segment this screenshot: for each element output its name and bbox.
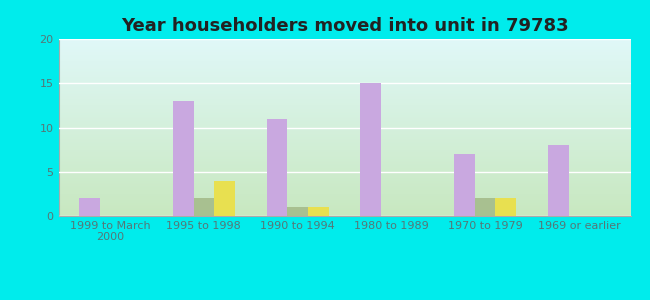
Bar [79, 198, 99, 216]
Bar [361, 83, 381, 216]
Bar [495, 198, 516, 216]
Bar [308, 207, 328, 216]
Bar [173, 101, 194, 216]
Bar [475, 198, 495, 216]
Bar [454, 154, 475, 216]
Bar [266, 118, 287, 216]
Bar [194, 198, 214, 216]
Title: Year householders moved into unit in 79783: Year householders moved into unit in 797… [121, 17, 568, 35]
Bar [548, 145, 569, 216]
Bar [214, 181, 235, 216]
Bar [287, 207, 308, 216]
